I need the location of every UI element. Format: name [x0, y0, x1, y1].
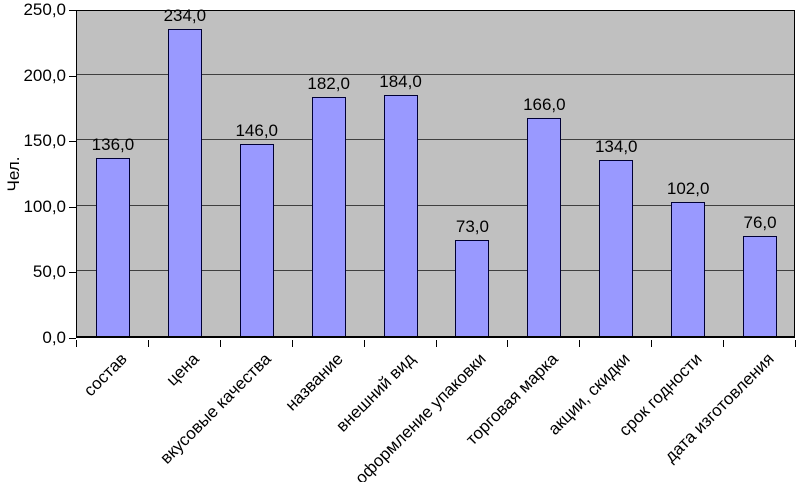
bar-value-label: 184,0 [379, 71, 422, 91]
y-axis-tick-label: 150,0 [23, 131, 66, 151]
bar-value-label: 134,0 [594, 137, 638, 157]
bar [671, 202, 706, 336]
gridline [77, 139, 794, 141]
x-axis-tick-mark [147, 340, 149, 347]
y-axis-tick-label: 250,0 [23, 0, 66, 19]
y-axis-tick-mark [69, 338, 76, 339]
bar-value-label: 182,0 [307, 74, 350, 94]
gridline [77, 270, 794, 272]
bar-value-label: 102,0 [666, 179, 710, 199]
bar [383, 94, 418, 336]
bar-value-label: 76,0 [743, 213, 777, 233]
bar [743, 236, 778, 336]
x-axis-tick-mark [651, 340, 653, 347]
bar [455, 240, 490, 336]
x-axis-tick-mark [363, 340, 365, 347]
y-axis-tick-mark [69, 141, 76, 143]
bar [527, 118, 562, 336]
x-axis-tick-mark [76, 340, 77, 347]
bar-value-label: 234,0 [163, 6, 207, 25]
bar-value-label: 166,0 [523, 95, 566, 115]
bar [599, 160, 634, 336]
y-axis-tick-mark [69, 206, 76, 208]
bar-value-label: 136,0 [91, 134, 135, 154]
x-axis-tick-mark [219, 340, 221, 347]
y-axis-tick-mark [69, 272, 76, 274]
bar [311, 97, 346, 336]
bar [167, 29, 202, 336]
bar-value-label: 146,0 [235, 121, 279, 141]
x-axis-tick-mark [579, 340, 581, 347]
bar [95, 157, 130, 336]
y-axis-tick-label: 0,0 [42, 328, 66, 347]
x-axis-tick-mark [507, 340, 509, 347]
x-axis-category-label: состав [79, 349, 131, 401]
y-axis-tick-mark [69, 75, 76, 77]
y-axis-tick-mark [69, 10, 76, 11]
gridline [77, 73, 794, 75]
x-axis-tick-mark [795, 340, 796, 347]
plot-area: 136,0 234,0 146,0 182,0 184,0 73,0 166,0 134,0 1… [76, 6, 795, 338]
bar [239, 144, 274, 336]
y-axis-tick-label: 50,0 [32, 262, 66, 282]
x-axis-tick-mark [435, 340, 437, 347]
x-axis-tick-mark [291, 340, 293, 347]
gridline [77, 204, 794, 206]
x-axis-tick-mark [723, 340, 725, 347]
bar-value-label: 73,0 [455, 217, 489, 237]
y-axis-tick-label: 200,0 [23, 65, 66, 85]
y-axis-tick-label: 100,0 [23, 196, 66, 216]
